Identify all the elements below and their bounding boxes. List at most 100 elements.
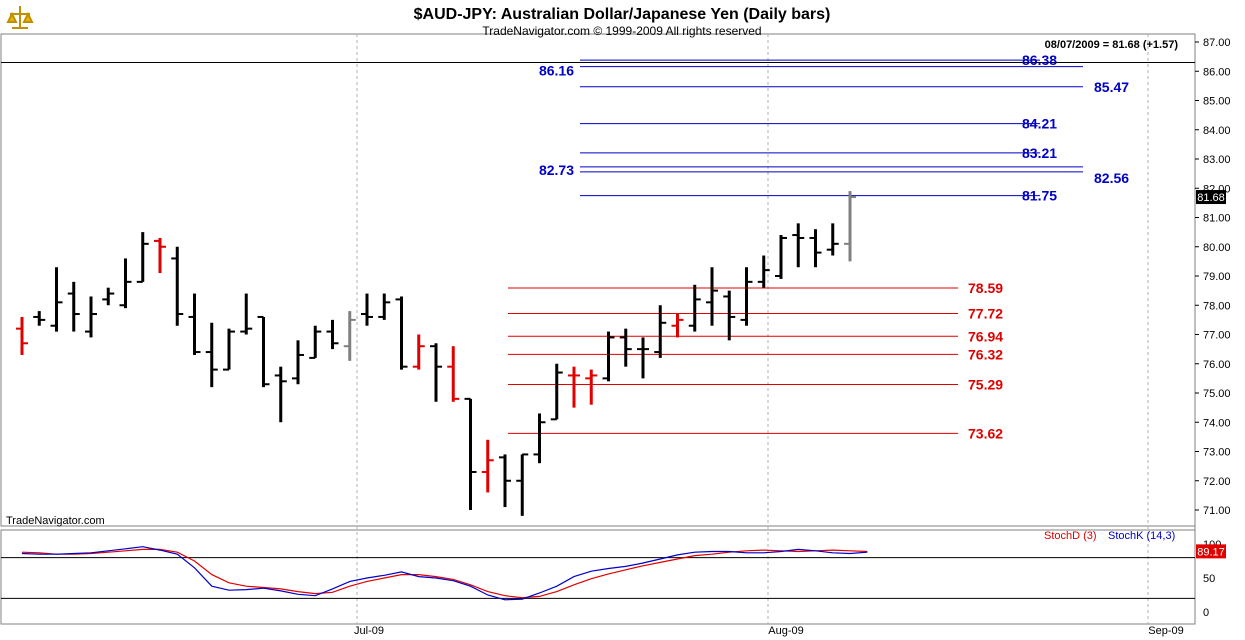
ohlc-bar	[292, 340, 304, 385]
y-tick-label: 80.00	[1203, 242, 1231, 254]
fibonacci-levels: 86.38 86.16 85.47 84.21 83.21 82.73 82.56 81.75…	[1, 52, 1195, 441]
y-tick-label: 83.00	[1203, 154, 1231, 166]
legend-stochd: StochD (3)	[1044, 530, 1097, 542]
ohlc-bar	[637, 337, 649, 379]
y-tick-label: 74.00	[1203, 417, 1231, 429]
ohlc-bar	[757, 255, 770, 288]
ohlc-bar	[257, 315, 270, 388]
last-price-box	[1196, 190, 1226, 205]
ohlc-bar	[188, 293, 201, 355]
last-price-label: 81.68	[1197, 192, 1225, 204]
ohlc-bar	[33, 311, 46, 326]
ohlc-bar	[723, 290, 736, 341]
ohlc-bar	[378, 293, 391, 320]
price-panel-frame	[0, 33, 1196, 527]
fib-level-label-blue: 85.47	[1094, 79, 1129, 95]
watermark: TradeNavigator.com	[6, 515, 105, 527]
ohlc-bar	[326, 319, 339, 350]
ohlc-bar	[775, 235, 787, 279]
fib-level-label-red: 76.94	[968, 328, 1003, 344]
ohlc-bar	[343, 311, 356, 361]
ohlc-bar	[688, 284, 701, 332]
fib-level-label-blue: 83.21	[1022, 145, 1057, 161]
ohlc-bar	[826, 223, 839, 256]
y-tick-label: 78.00	[1203, 300, 1231, 312]
ohlc-bar	[205, 322, 218, 388]
oscillator-y-tick-label: 0	[1203, 607, 1209, 619]
ohlc-bar	[274, 366, 287, 423]
y-tick-label: 86.00	[1203, 66, 1231, 78]
fib-level-label-red: 77.72	[968, 305, 1003, 321]
ohlc-bar	[136, 232, 149, 283]
y-tick-label: 76.00	[1203, 359, 1231, 371]
legend-stochk: StochK (14,3)	[1108, 530, 1175, 542]
ohlc-bar	[67, 281, 80, 332]
fib-level-label-red: 78.59	[968, 280, 1003, 296]
ohlc-bar	[361, 293, 373, 326]
fib-level-label-blue: 82.73	[539, 162, 574, 178]
ohlc-bar	[809, 229, 822, 268]
ohlc-bar	[706, 267, 718, 326]
ohlc-bar	[119, 258, 132, 309]
fib-level-label-blue: 82.56	[1094, 170, 1129, 186]
ohlc-bar	[464, 397, 477, 510]
oscillator-y-tick-label: 50	[1203, 573, 1215, 585]
y-tick-label: 87.00	[1203, 37, 1231, 49]
chart-title: $AUD-JPY: Australian Dollar/Japanese Yen…	[414, 6, 831, 23]
x-tick-label: Aug-09	[768, 625, 803, 637]
stochastic-oscillator: 050100StochD (3)StochK (14,3)89.17	[1, 530, 1226, 619]
fib-level-label-blue: 81.75	[1022, 188, 1057, 204]
y-tick-label: 75.00	[1203, 388, 1231, 400]
fib-level-label-blue: 86.38	[1022, 52, 1057, 68]
ohlc-bar	[309, 325, 322, 359]
ohlc-bar	[516, 453, 529, 516]
ohlc-bar	[154, 237, 166, 274]
fib-level-label-red: 76.32	[968, 346, 1003, 362]
ohlc-bar	[430, 343, 442, 402]
fib-level-label-red: 75.29	[968, 377, 1003, 393]
ohlc-bar	[550, 363, 563, 421]
ohlc-bar	[395, 296, 408, 370]
grid-lines	[356, 34, 1149, 624]
y-tick-label: 71.00	[1203, 505, 1231, 517]
time-x-axis: Jul-09 Aug-09 Sep-09	[354, 625, 1184, 637]
fib-level-label-blue: 86.16	[539, 63, 574, 79]
chart-subtitle: TradeNavigator.com © 1999-2009 All right…	[482, 24, 761, 38]
oscillator-last-value-box	[1196, 544, 1226, 559]
y-tick-label: 79.00	[1203, 271, 1231, 283]
ohlc-bar	[654, 305, 667, 358]
quote-readout: 08/07/2009 = 81.68 (+1.57)	[1045, 39, 1179, 51]
ohlc-bar	[499, 454, 511, 508]
y-tick-label: 77.00	[1203, 330, 1231, 342]
ohlc-bar	[619, 328, 632, 367]
ohlc-bar	[50, 267, 63, 332]
fib-level-label-red: 73.62	[968, 425, 1003, 441]
fib-level-label-blue: 84.21	[1022, 116, 1057, 132]
x-tick-label: Jul-09	[354, 625, 384, 637]
y-tick-label: 84.00	[1203, 125, 1231, 137]
ohlc-bar	[568, 366, 580, 408]
ohlc-bar	[447, 346, 460, 402]
price-y-axis: 71.00 72.00 73.00 74.00 75.00 76.00 77.00 78.00…	[1195, 37, 1231, 517]
ohlc-bar	[844, 191, 856, 262]
ohlc-bar	[223, 328, 235, 371]
price-bars	[16, 191, 856, 516]
y-tick-label: 73.00	[1203, 447, 1231, 459]
ohlc-bar	[740, 267, 753, 326]
y-tick-label: 72.00	[1203, 476, 1231, 488]
ohlc-bar	[85, 296, 97, 338]
ohlc-bar	[533, 413, 546, 464]
stochastic-series-line	[21, 548, 868, 599]
ohlc-bar	[481, 439, 494, 493]
ohlc-bar	[171, 246, 184, 326]
ohlc-bar	[671, 314, 684, 338]
stochastic-series-line	[21, 546, 868, 601]
y-tick-label: 81.00	[1203, 213, 1231, 225]
ohlc-bar	[102, 287, 115, 306]
ohlc-bar	[585, 369, 598, 405]
ohlc-bar	[792, 223, 805, 268]
ohlc-bar	[412, 334, 425, 370]
ohlc-bar	[240, 293, 253, 335]
ohlc-bar	[16, 316, 28, 355]
